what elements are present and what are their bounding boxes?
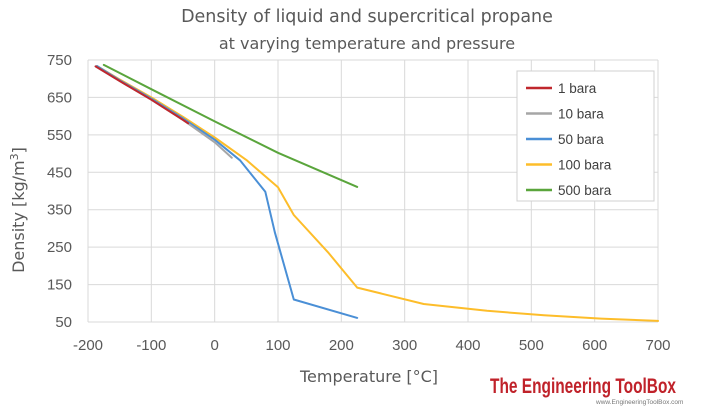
y-tick-label: 50 [55, 314, 72, 331]
y-axis-label-end: ] [9, 147, 28, 153]
chart-title: Density of liquid and supercritical prop… [181, 7, 553, 27]
chart-subtitle: at varying temperature and pressure [219, 34, 515, 53]
y-tick-label: 650 [47, 89, 72, 106]
brand-url: www.EngineeringToolBox.com [595, 399, 683, 406]
series-line-10-bara [94, 65, 233, 159]
gridlines [87, 59, 659, 323]
series-line-1-bara [94, 65, 190, 125]
legend-label: 500 bara [558, 183, 612, 198]
x-tick-label: -100 [136, 337, 166, 354]
x-tick-label: 0 [210, 337, 218, 354]
y-axis-label-sup: 3 [8, 153, 21, 160]
x-axis-label: Temperature [°C] [299, 367, 438, 386]
x-tick-label: 400 [455, 337, 480, 354]
x-tick-label: -200 [73, 337, 103, 354]
legend-label: 1 bara [558, 81, 597, 96]
x-tick-label: 500 [519, 337, 544, 354]
x-tick-label: 100 [265, 337, 290, 354]
x-tick-labels: -200 -100 0 100 200 300 400 500 600 700 [73, 337, 671, 354]
series-line-100-bara [95, 65, 659, 322]
x-tick-label: 300 [392, 337, 417, 354]
legend: 1 bara 10 bara 50 bara 100 bara 500 bara [516, 70, 655, 202]
y-tick-label: 150 [47, 277, 72, 294]
x-tick-label: 200 [329, 337, 354, 354]
y-tick-label: 350 [47, 202, 72, 219]
legend-label: 50 bara [558, 132, 604, 147]
x-tick-label: 600 [582, 337, 607, 354]
y-axis-label-main: Density [kg/m [9, 160, 28, 273]
y-axis-label: Density [kg/m3] [8, 147, 28, 273]
legend-items: 1 bara 10 bara 50 bara 100 bara 500 bara [526, 81, 612, 198]
series-line-50-bara [95, 65, 359, 319]
brand-name: The Engineering ToolBox [490, 375, 676, 398]
x-tick-label: 700 [645, 337, 670, 354]
series-lines [94, 63, 659, 322]
y-tick-label: 450 [47, 164, 72, 181]
y-tick-label: 750 [47, 52, 72, 69]
y-tick-label: 550 [47, 127, 72, 144]
legend-label: 10 bara [558, 107, 604, 122]
legend-box [516, 70, 655, 202]
y-tick-labels: 50 150 250 350 450 550 650 750 [47, 52, 72, 331]
brand-logo: The Engineering ToolBox www.EngineeringT… [490, 375, 683, 406]
legend-label: 100 bara [558, 158, 612, 173]
y-tick-label: 250 [47, 239, 72, 256]
series-line-500-bara [102, 63, 359, 188]
